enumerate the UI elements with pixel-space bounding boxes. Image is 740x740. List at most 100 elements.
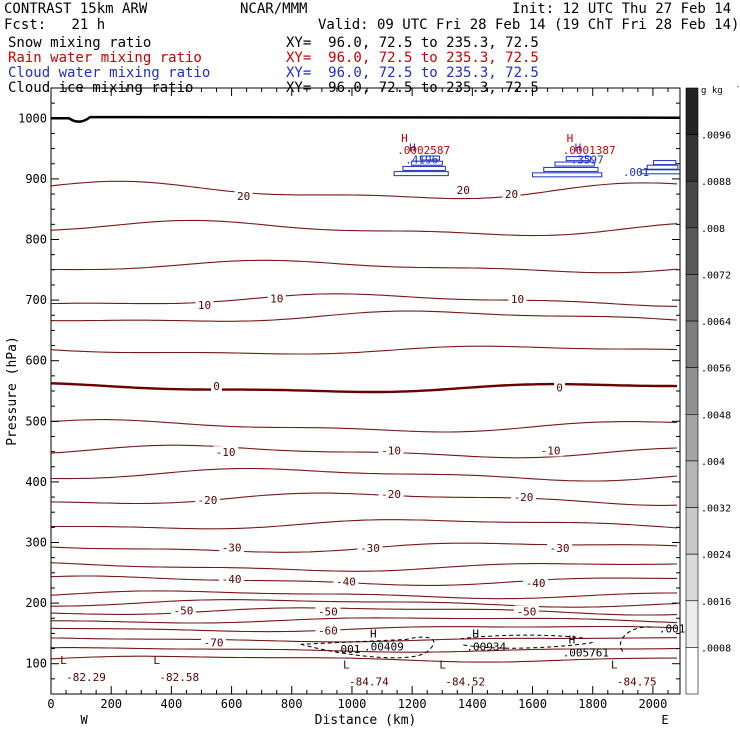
isotherm-line (50, 607, 678, 616)
isotherm-line (50, 345, 678, 355)
x-tick-label: 2000 (638, 697, 667, 711)
contour-label: 10 (198, 299, 211, 312)
forecast-hour: Fcst: 21 h (4, 17, 106, 33)
terrain-surface (51, 115, 681, 123)
contour-label-bg (511, 491, 537, 504)
field-xy-rain: XY= 96.0, 72.5 to 235.3, 72.5 (286, 50, 539, 66)
ice-max-marker: H (569, 633, 576, 646)
x-tick-label: 1000 (338, 697, 367, 711)
y-tick-label: 400 (25, 475, 47, 489)
colorbar-tick-label: .004 (701, 457, 725, 468)
y-tick-label: 100 (25, 657, 47, 671)
contour-labels: -70 -60 -50 -50 -50 -40 -40 -40 -30 -30 -30 -20 -20 -… (60, 183, 659, 689)
ice-max-marker: H (370, 627, 377, 640)
isotherm-line (50, 562, 678, 572)
contour-label-bg (378, 488, 404, 501)
colorbar-swatch (685, 274, 699, 322)
cloud-ice-contour (620, 626, 653, 652)
ice-max-value: .005761 (563, 646, 609, 659)
isotherm-line (50, 180, 678, 200)
colorbar-swatch (685, 227, 699, 275)
contour-label-bg (219, 541, 245, 554)
colorbar-tick-label: .0088 (701, 177, 731, 188)
low-value: -84.74 (349, 676, 389, 689)
low-marker: L (439, 659, 446, 672)
contour-label: -50 (173, 604, 193, 617)
cloud-water-contour (643, 150, 687, 176)
contour-label: -40 (336, 575, 356, 588)
isotherm-line (50, 575, 677, 586)
colorbar-tick-label: .0024 (701, 550, 731, 561)
contour-label-bg (234, 189, 253, 202)
ice-contour-label: .001 (334, 643, 361, 656)
contour-label: -40 (222, 573, 242, 586)
x-tick-label: 1600 (518, 697, 547, 711)
extrema-label-bg (347, 675, 392, 688)
isotherm-line (51, 599, 678, 608)
field-xy-cloud-water: XY= 96.0, 72.5 to 235.3, 72.5 (286, 65, 539, 81)
contour-label: 20 (505, 188, 518, 201)
low-marker: L (343, 659, 350, 672)
extrema-label-bg (443, 675, 488, 688)
contour-label-bg (333, 575, 359, 588)
contour-label-bg (315, 605, 341, 618)
colorbar-tick-label: .0048 (701, 410, 731, 421)
colorbar-swatch (685, 320, 699, 368)
rain-max-marker: H (401, 132, 408, 145)
cloud-water-contour (380, 144, 468, 193)
contour-label-bg (547, 541, 573, 554)
isotherm-line (50, 419, 678, 433)
cloud-water-max-marker: H (409, 142, 416, 155)
isotherm-line (50, 382, 678, 394)
colorbar-tick-label: .0032 (701, 504, 731, 515)
y-tick-label: 700 (25, 293, 47, 307)
colorbar-tick-label: .0096 (701, 131, 731, 142)
cloud-water-max-value: .3597 (571, 154, 604, 167)
contour-label-bg (378, 444, 404, 457)
colorbar-tick-label: .0072 (701, 270, 731, 281)
colorbar-swatch (685, 414, 699, 462)
contour-label-bg (523, 577, 549, 590)
cloud-water-contour (564, 155, 592, 163)
colorbar-swatch (685, 647, 699, 695)
contour-label: 10 (511, 293, 524, 306)
surface-line (51, 115, 681, 123)
contour-label-bg (454, 183, 473, 196)
x-tick-label: 400 (161, 697, 183, 711)
isotherm-line (50, 467, 678, 482)
extrema-label-bg (64, 670, 109, 683)
init-time: Init: 12 UTC Thu 27 Feb 14 (512, 1, 732, 17)
isotherm-line (50, 655, 677, 663)
cloud-water-contour (542, 149, 607, 179)
isotherm-line (51, 519, 678, 530)
cloud-ice-contour (463, 641, 593, 649)
colorbar: .0096 .0088 .008 .0072 .0064 .0056 .0048 .004 .0… (685, 83, 740, 695)
contour-label-bg (267, 292, 286, 305)
contour-label: -10 (216, 446, 236, 459)
contour-label-bg (170, 604, 196, 617)
y-tick-label: 800 (25, 233, 47, 247)
contour-label-bg (502, 188, 521, 201)
org-label: NCAR/MMM (240, 1, 308, 17)
isotherm-line (50, 293, 678, 307)
colorbar-unit: g kg (701, 86, 723, 96)
isotherm-line (50, 617, 678, 624)
ice-contour-label: .001 (659, 623, 686, 636)
colorbar-swatch (685, 180, 699, 229)
hydrometeor-contours: .001H.00409H.00934H.005761.001H.4196H.35… (300, 132, 709, 659)
contour-label: -20 (514, 491, 534, 504)
colorbar-swatch (685, 367, 699, 415)
contour-label-bg (508, 292, 527, 305)
x-axis-title: Distance (km) (315, 713, 417, 728)
isotherm-line (51, 647, 677, 653)
model-title: CONTRAST 15km ARW (4, 1, 148, 17)
contour-label-bg (213, 446, 239, 459)
rain-max-value: .0002587 (397, 144, 450, 157)
colorbar-swatch (685, 460, 699, 508)
low-marker: L (153, 654, 160, 667)
contour-label: 20 (457, 184, 470, 197)
low-value: -82.29 (66, 671, 106, 684)
cloud-ice-contour (460, 634, 584, 640)
